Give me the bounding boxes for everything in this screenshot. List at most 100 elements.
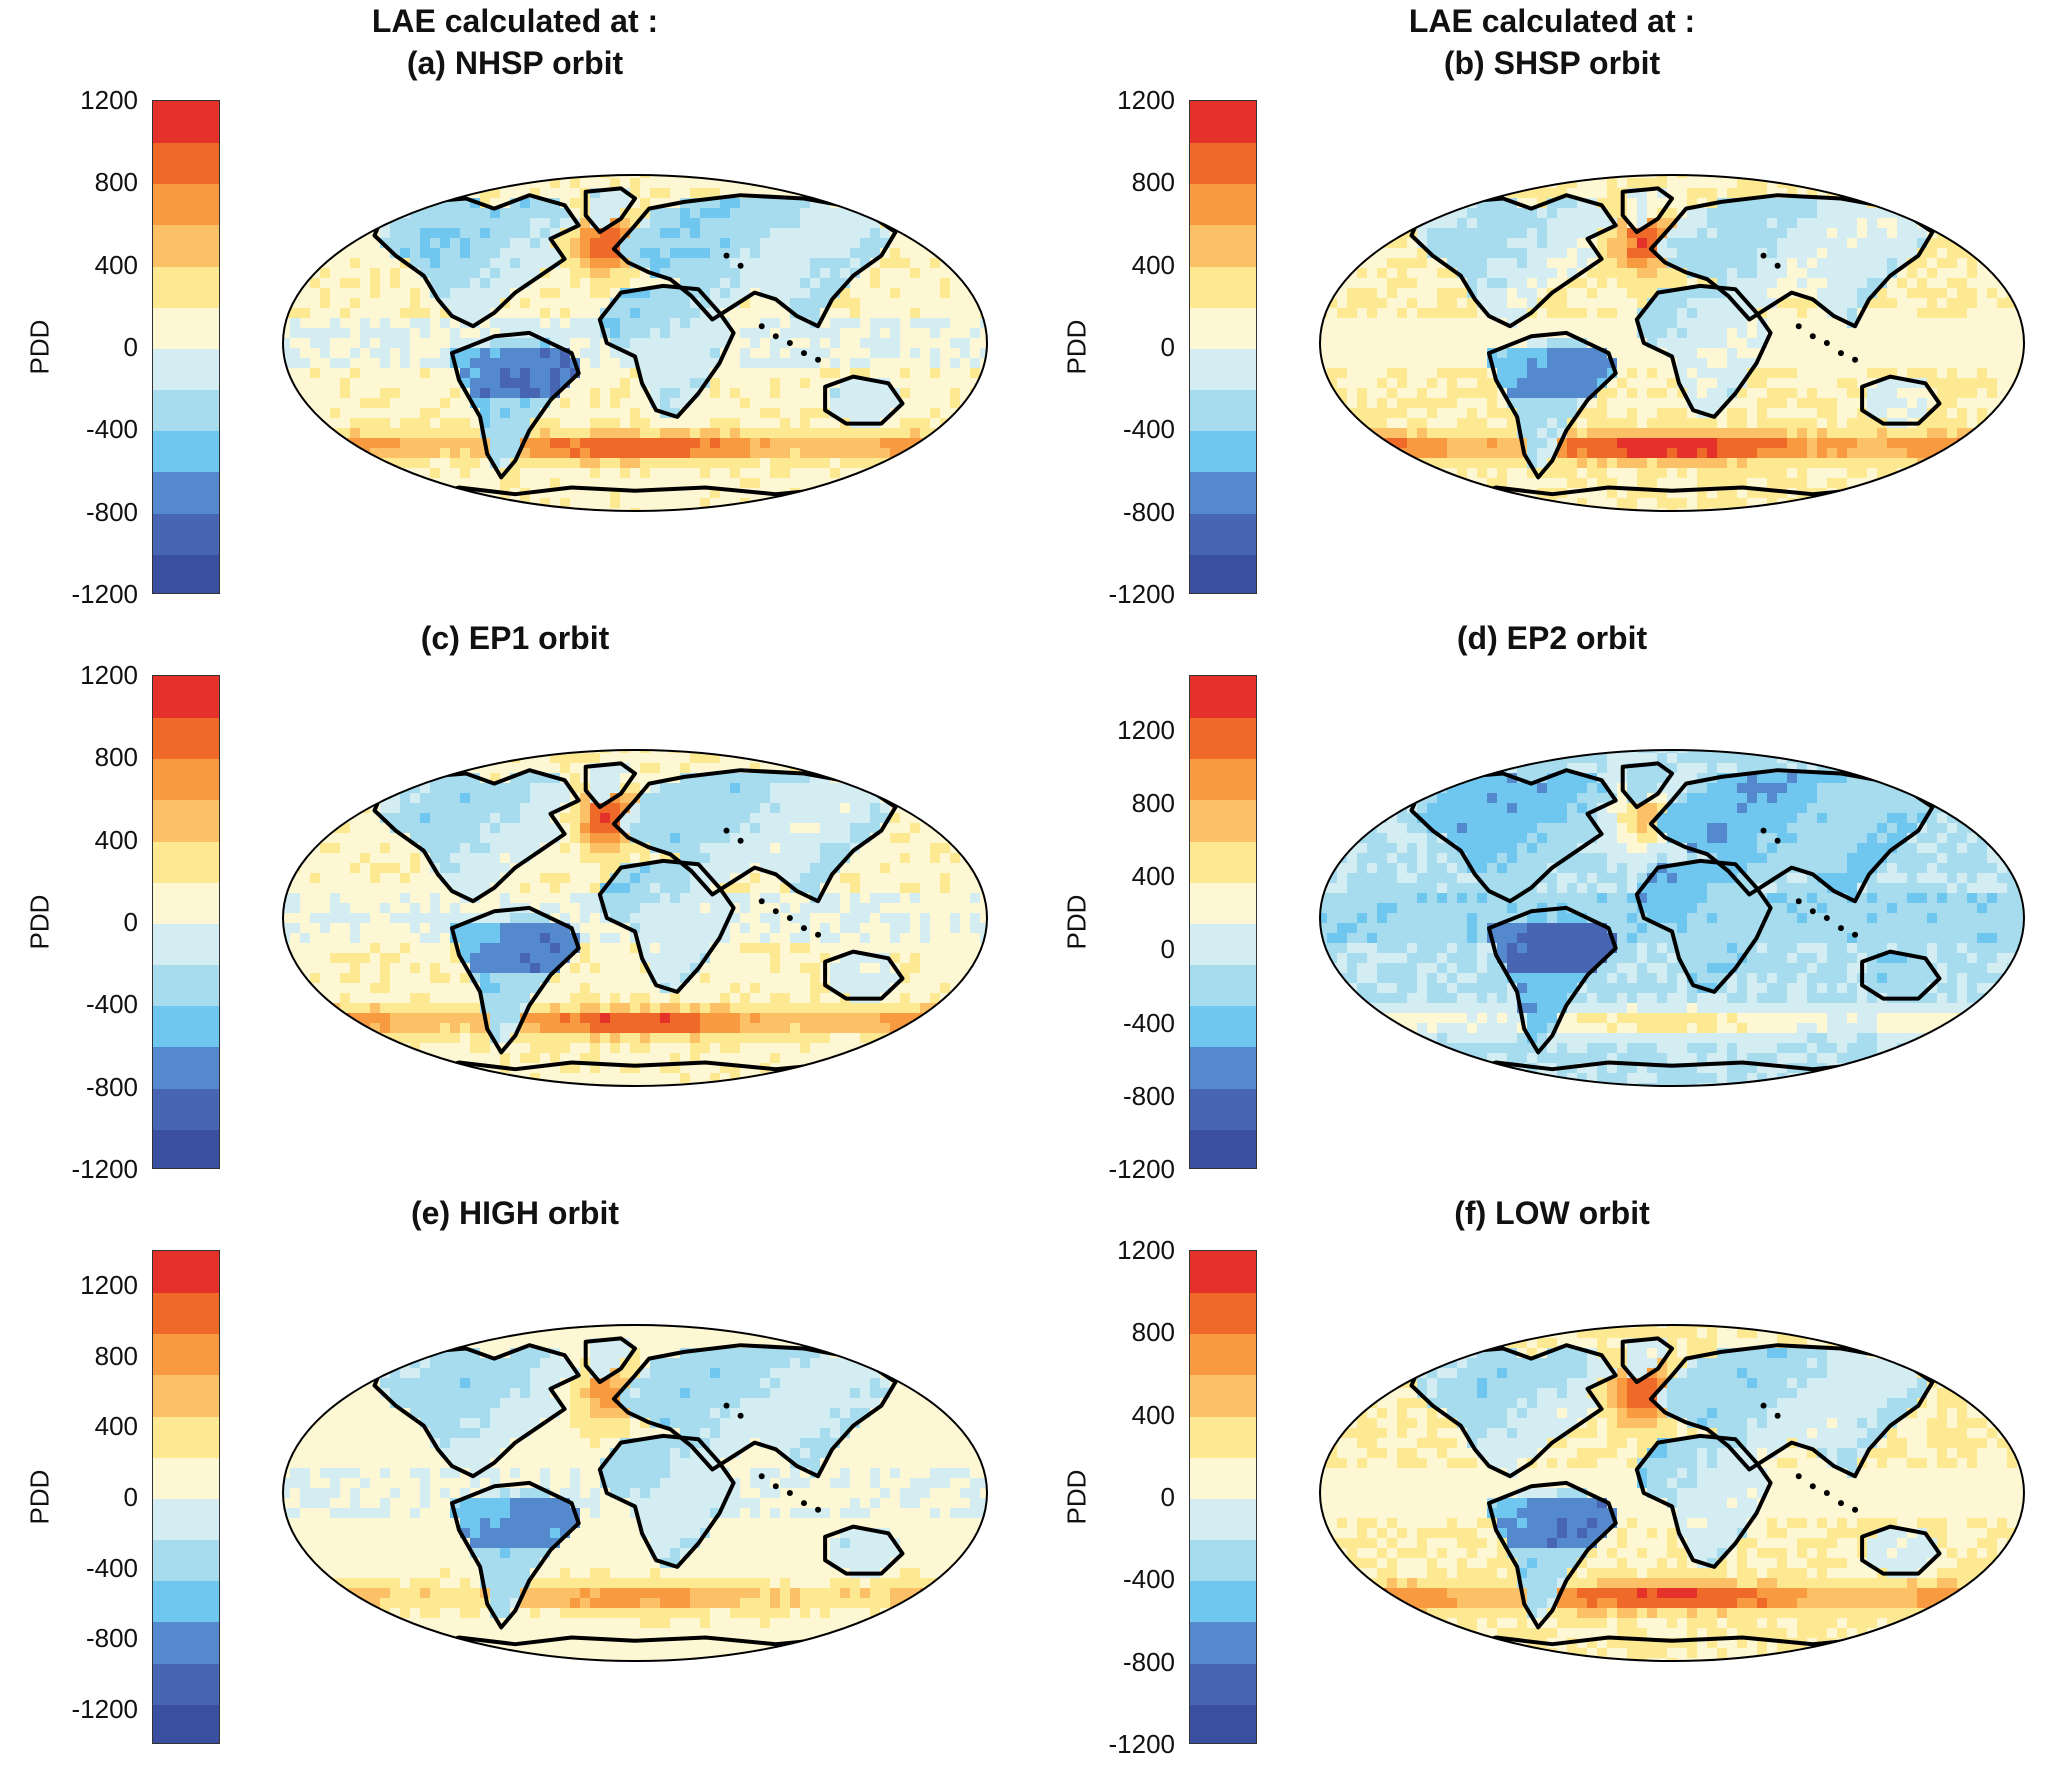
field-cell [380,913,391,924]
field-cell [570,863,581,874]
field-cell [410,308,421,319]
field-cell [1827,478,1838,489]
field-cell [740,318,751,329]
field-cell [1727,348,1738,359]
field-cell [1357,378,1368,389]
field-cell [1977,288,1988,299]
field-cell [1757,178,1768,189]
field-cell [1527,438,1538,449]
field-cell [910,338,921,349]
field-cell [590,843,601,854]
field-cell [650,783,661,794]
field-cell [640,428,651,439]
field-cell [870,298,881,309]
field-cell [1917,408,1928,419]
field-cell [1877,288,1888,299]
field-cell [530,408,541,419]
field-cell [610,398,621,409]
field-cell [1537,458,1548,469]
field-cell [1687,448,1698,459]
field-cell [790,408,801,419]
field-cell [380,328,391,339]
field-cell [1797,288,1808,299]
field-cell [650,278,661,289]
field-cell [1517,228,1528,239]
field-cell [650,198,661,209]
field-cell [1837,328,1848,339]
field-cell [2027,348,2037,359]
field-cell [1397,258,1408,269]
colorbar-segment [153,758,219,801]
field-cell [330,398,341,409]
field-cell [590,913,601,924]
field-cell [860,218,871,229]
field-cell [1467,378,1478,389]
field-cell [960,903,971,914]
field-cell [850,388,861,399]
field-cell [1937,388,1948,399]
field-cell [1717,298,1728,309]
field-cell [1497,398,1508,409]
field-cell [1657,198,1668,209]
field-cell [1437,228,1448,239]
field-cell [290,358,301,369]
field-cell [1597,358,1608,369]
field-cell [710,783,721,794]
field-cell [840,298,851,309]
field-cell [430,278,441,289]
field-cell [940,348,951,359]
colorbar-tick-label: 1200 [1117,85,1175,115]
field-cell [400,308,411,319]
field-cell [1697,438,1708,449]
field-cell [860,288,871,299]
field-cell [1577,288,1588,299]
field-cell [1767,178,1778,189]
field-cell [560,208,571,219]
field-cell [1497,358,1508,369]
field-cell [550,278,561,289]
field-cell [440,863,451,874]
field-cell [1707,348,1718,359]
field-cell [1927,368,1938,379]
field-cell [600,763,611,774]
field-cell [750,418,761,429]
field-cell [1647,398,1658,409]
field-cell [1847,428,1858,439]
field-cell [610,238,621,249]
field-cell [1607,438,1618,449]
field-cell [1647,508,1658,511]
field-cell [510,843,521,854]
field-cell [650,378,661,389]
field-cell [1597,198,1608,209]
field-cell [390,358,401,369]
field-cell [900,298,911,309]
colorbar-segment [153,717,219,760]
field-cell [830,458,841,469]
field-cell [1797,468,1808,479]
field-cell [1527,378,1538,389]
field-cell [1707,378,1718,389]
field-cell [1767,278,1778,289]
field-cell [1607,408,1618,419]
field-cell [410,328,421,339]
field-cell [630,298,641,309]
field-cell [920,348,931,359]
field-cell [420,288,431,299]
field-cell [650,228,661,239]
field-cell [1547,348,1558,359]
field-cell [1687,328,1698,339]
field-cell [730,843,741,854]
field-cell [610,338,621,349]
colorbar-segment [1190,512,1256,555]
panel-title: (b) SHSP orbit [1443,45,1661,81]
field-cell [1747,308,1758,319]
field-cell [590,298,601,309]
field-cell [1407,338,1418,349]
field-cell [1397,358,1408,369]
field-cell [283,358,291,369]
field-cell [1957,408,1968,419]
field-cell [1767,318,1778,329]
field-cell [670,498,681,509]
field-cell [690,863,701,874]
field-cell [590,288,601,299]
